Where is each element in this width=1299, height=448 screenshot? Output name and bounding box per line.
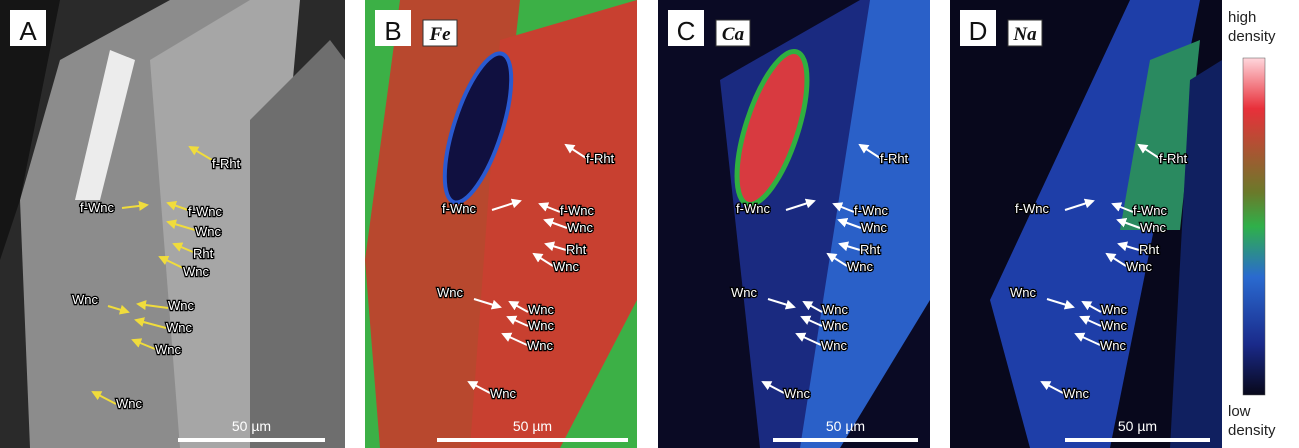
- annotation-label: Wnc: [1101, 318, 1128, 333]
- annotation-label: Wnc: [72, 292, 99, 307]
- image-c: [658, 0, 930, 448]
- page: Af-Rhtf-Wncf-WncWncRhtWncWncWncWncWncWnc…: [0, 0, 1299, 448]
- annotation-label: f-Rht: [880, 151, 909, 166]
- annotation-label: Wnc: [528, 302, 555, 317]
- annotation-label: Wnc: [1126, 259, 1153, 274]
- element-label: Fe: [428, 24, 451, 45]
- annotation-label: Wnc: [1100, 338, 1127, 353]
- panel-letter: A: [19, 16, 37, 46]
- colorbar-high-label: high density: [1228, 8, 1284, 46]
- annotation-label: Wnc: [821, 338, 848, 353]
- annotation-label: Wnc: [847, 259, 874, 274]
- panel-letter: C: [677, 16, 696, 46]
- annotation-label: f-Wnc: [442, 201, 476, 216]
- scale-bar-label: 50 µm: [826, 418, 865, 434]
- scale-bar-label: 50 µm: [1118, 418, 1157, 434]
- annotation-label: f-Wnc: [736, 201, 770, 216]
- annotation-label: Rht: [860, 242, 881, 257]
- image-d: [950, 0, 1222, 448]
- annotation-label: f-Wnc: [560, 203, 594, 218]
- annotation-label: Wnc: [490, 386, 517, 401]
- annotation-label: Wnc: [861, 220, 888, 235]
- annotation-label: Wnc: [822, 318, 849, 333]
- annotation-label: Wnc: [116, 396, 143, 411]
- annotation-label: f-Wnc: [80, 200, 114, 215]
- scale-bar-label: 50 µm: [513, 418, 552, 434]
- panel-letter: B: [384, 16, 401, 46]
- annotation-label: Wnc: [195, 224, 222, 239]
- annotation-label: Wnc: [1101, 302, 1128, 317]
- annotation-label: f-Rht: [1159, 151, 1188, 166]
- annotation-label: Wnc: [1063, 386, 1090, 401]
- annotation-label: Wnc: [784, 386, 811, 401]
- annotation-label: Wnc: [822, 302, 849, 317]
- annotation-label: Wnc: [1140, 220, 1167, 235]
- annotation-label: f-Wnc: [188, 204, 222, 219]
- annotation-label: Wnc: [567, 220, 594, 235]
- annotation-label: Wnc: [166, 320, 193, 335]
- figure: Af-Rhtf-Wncf-WncWncRhtWncWncWncWncWncWnc…: [0, 0, 1299, 448]
- annotation-label: f-Rht: [586, 151, 615, 166]
- annotation-label: Wnc: [1010, 285, 1037, 300]
- image-b: [365, 0, 637, 448]
- colorbar: [1243, 58, 1265, 395]
- annotation-label: f-Rht: [212, 156, 241, 171]
- annotation-label: f-Wnc: [854, 203, 888, 218]
- colorbar-low-label: low density: [1228, 402, 1284, 440]
- annotation-label: Wnc: [553, 259, 580, 274]
- panel-letter: D: [969, 16, 988, 46]
- element-label: Ca: [722, 24, 745, 45]
- annotation-label: f-Wnc: [1133, 203, 1167, 218]
- element-label: Na: [1012, 24, 1037, 45]
- annotation-label: Wnc: [183, 264, 210, 279]
- annotation-label: Rht: [1139, 242, 1160, 257]
- annotation-label: Wnc: [731, 285, 758, 300]
- annotation-label: Rht: [566, 242, 587, 257]
- annotation-label: Wnc: [437, 285, 464, 300]
- annotation-label: Rht: [193, 246, 214, 261]
- annotation-label: Wnc: [168, 298, 195, 313]
- annotation-label: f-Wnc: [1015, 201, 1049, 216]
- annotation-label: Wnc: [527, 338, 554, 353]
- annotation-label: Wnc: [155, 342, 182, 357]
- scale-bar-label: 50 µm: [232, 418, 271, 434]
- annotation-label: Wnc: [528, 318, 555, 333]
